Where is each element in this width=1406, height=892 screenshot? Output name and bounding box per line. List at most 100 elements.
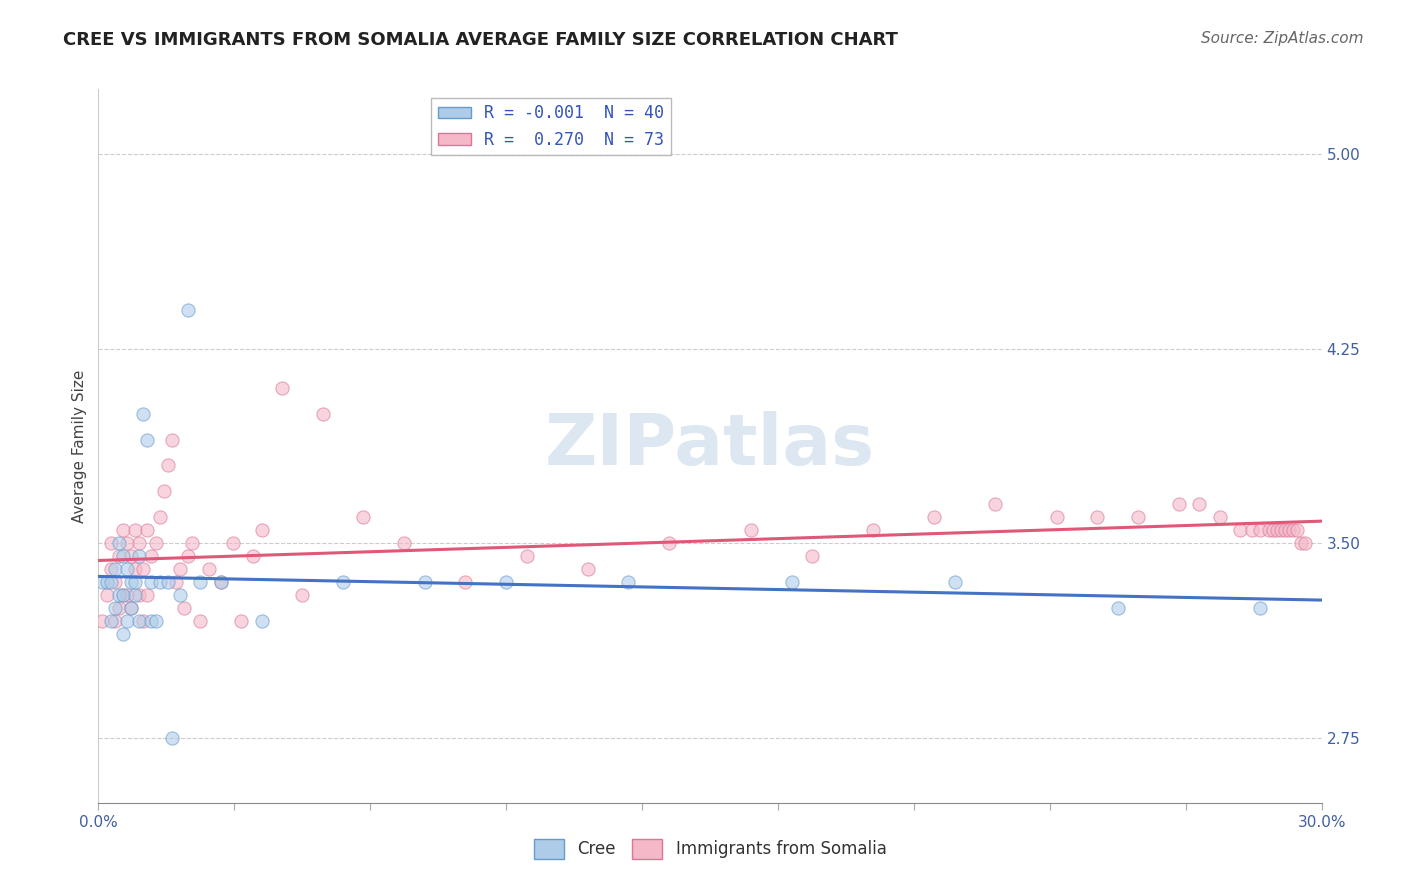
Text: Source: ZipAtlas.com: Source: ZipAtlas.com (1201, 31, 1364, 46)
Point (136, 433, 159, 447)
Point (922, 510, 945, 524)
Point (149, 575, 172, 590)
Point (177, 302, 200, 317)
Point (177, 549, 200, 564)
Point (495, 575, 517, 590)
Point (91, 614, 114, 628)
Point (231, 614, 253, 628)
Point (173, 601, 195, 615)
Point (1282, 524, 1305, 538)
Point (1249, 524, 1271, 538)
Point (169, 588, 191, 602)
Point (801, 549, 824, 564)
Point (128, 588, 150, 602)
Point (270, 381, 294, 395)
Point (188, 575, 212, 590)
Point (120, 549, 142, 564)
Point (128, 536, 150, 550)
Point (984, 497, 1007, 511)
Point (149, 510, 172, 524)
Point (104, 575, 127, 590)
Point (1274, 524, 1296, 538)
Point (104, 601, 127, 615)
Point (332, 575, 354, 590)
Point (132, 562, 155, 576)
Point (165, 575, 187, 590)
Point (291, 588, 314, 602)
Point (1291, 536, 1313, 550)
Point (1045, 510, 1069, 524)
Point (1249, 601, 1271, 615)
Point (250, 614, 273, 628)
Point (100, 575, 122, 590)
Point (115, 536, 138, 550)
Point (111, 588, 134, 602)
Point (115, 588, 138, 602)
Point (136, 524, 159, 538)
Point (100, 562, 122, 576)
Point (1261, 524, 1284, 538)
Point (156, 458, 179, 473)
Point (104, 614, 127, 628)
Point (222, 536, 245, 550)
Point (1241, 524, 1264, 538)
Point (1107, 601, 1129, 615)
Point (100, 536, 122, 550)
Point (160, 731, 183, 745)
Point (1209, 510, 1232, 524)
Point (740, 524, 762, 538)
Text: CREE VS IMMIGRANTS FROM SOMALIA AVERAGE FAMILY SIZE CORRELATION CHART: CREE VS IMMIGRANTS FROM SOMALIA AVERAGE … (63, 31, 898, 49)
Point (658, 536, 681, 550)
Point (124, 562, 146, 576)
Point (145, 614, 167, 628)
Point (188, 614, 212, 628)
Point (141, 614, 163, 628)
Point (136, 588, 159, 602)
Point (108, 601, 131, 615)
Point (862, 524, 884, 538)
Point (943, 575, 966, 590)
Point (124, 524, 146, 538)
Y-axis label: Average Family Size: Average Family Size (72, 369, 87, 523)
Point (141, 549, 163, 564)
Point (160, 433, 183, 447)
Point (209, 575, 232, 590)
Point (242, 549, 264, 564)
Point (197, 562, 219, 576)
Point (780, 575, 803, 590)
Point (1229, 524, 1251, 538)
Point (413, 575, 436, 590)
Point (111, 627, 134, 641)
Point (1257, 524, 1279, 538)
Point (1167, 497, 1189, 511)
Point (91, 575, 114, 590)
Point (1294, 536, 1316, 550)
Point (181, 536, 204, 550)
Point (115, 562, 138, 576)
Point (128, 549, 150, 564)
Point (132, 614, 155, 628)
Point (124, 575, 146, 590)
Point (1270, 524, 1292, 538)
Point (156, 575, 179, 590)
Point (169, 562, 191, 576)
Point (352, 510, 374, 524)
Point (141, 575, 163, 590)
Point (111, 524, 134, 538)
Point (1286, 524, 1309, 538)
Point (120, 575, 142, 590)
Point (120, 601, 142, 615)
Point (516, 549, 538, 564)
Point (108, 549, 131, 564)
Point (108, 536, 131, 550)
Point (392, 536, 416, 550)
Point (1085, 510, 1108, 524)
Point (115, 614, 138, 628)
Point (1278, 524, 1301, 538)
Point (132, 407, 155, 421)
Point (1128, 510, 1150, 524)
Point (100, 614, 122, 628)
Legend: Cree, Immigrants from Somalia: Cree, Immigrants from Somalia (527, 832, 893, 866)
Point (145, 536, 167, 550)
Point (1265, 524, 1288, 538)
